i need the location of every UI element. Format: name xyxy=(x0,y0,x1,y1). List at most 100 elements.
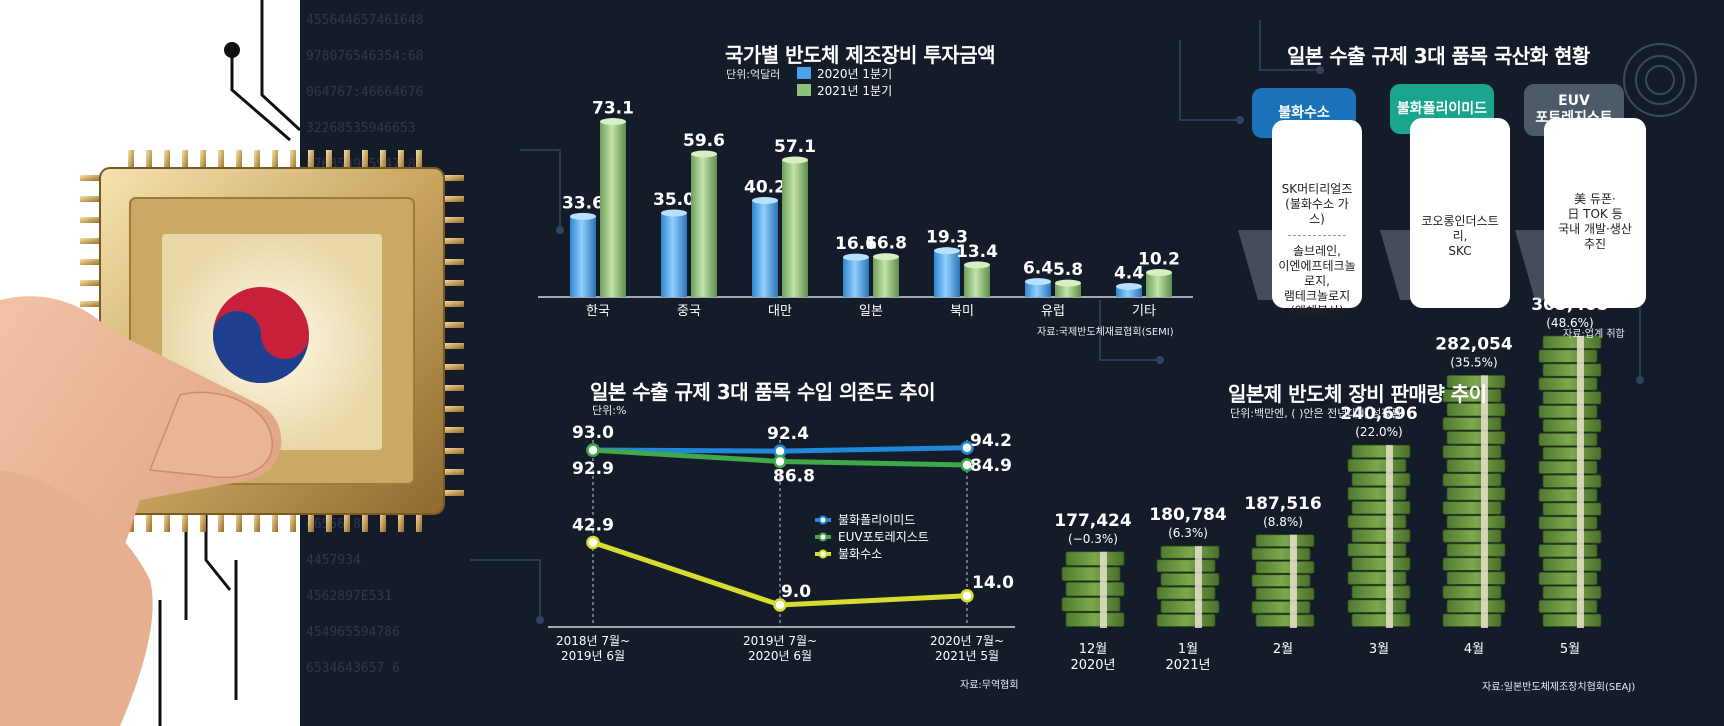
card-euv-line4: 추진 xyxy=(1583,237,1607,251)
localization-label-euv-line1: EUV xyxy=(1558,93,1590,109)
money-bundle xyxy=(1442,417,1502,431)
card-hf-line1: SK머티리얼즈 xyxy=(1281,182,1353,196)
bar-cap xyxy=(691,150,717,158)
money-bundle xyxy=(1347,515,1407,529)
money-category-label: 2021년 xyxy=(1165,658,1210,673)
bar xyxy=(934,250,960,297)
money-bundle xyxy=(1442,529,1502,543)
money-bundle xyxy=(1251,600,1311,614)
money-category-label: 5월 xyxy=(1560,642,1580,657)
money-bundle xyxy=(1442,445,1502,459)
bar-cap xyxy=(873,253,899,261)
bar-cap xyxy=(1146,269,1172,277)
line-value-label: 92.9 xyxy=(572,459,614,479)
money-bundle xyxy=(1061,597,1121,612)
money-bundle xyxy=(1538,599,1598,613)
bar-cap xyxy=(934,247,960,255)
bar-category-label: 중국 xyxy=(677,304,701,319)
money-band xyxy=(1385,445,1393,628)
line-legend-marker xyxy=(818,532,828,542)
localization-card-hf: SK머티리얼즈 (불화수소 가스) 솔브레인, 이엔에프테크놀로지, 램테크놀로… xyxy=(1272,120,1362,318)
money-bundle xyxy=(1351,444,1411,459)
money-bundle xyxy=(1156,613,1216,627)
bar-cap xyxy=(570,212,596,220)
bar-chart-source: 자료:국제반도체재료협회(SEMI) xyxy=(1037,327,1174,338)
money-bundle xyxy=(1351,613,1411,627)
money-value-label: 240,696 xyxy=(1340,404,1417,424)
money-value-label: 187,516 xyxy=(1244,494,1321,514)
bar xyxy=(782,159,808,297)
bar-value-label: 35.0 xyxy=(653,190,695,210)
chip-pin xyxy=(80,280,102,286)
line-point xyxy=(960,458,974,472)
bar-value-label: 19.3 xyxy=(926,228,968,248)
circuit-node xyxy=(1636,376,1644,384)
legend-swatch xyxy=(797,84,811,96)
money-bundle xyxy=(1160,573,1220,586)
bar xyxy=(1116,286,1142,297)
bar-category-label: 유럽 xyxy=(1041,304,1065,319)
circuit-trace xyxy=(1099,300,1160,361)
money-bundle xyxy=(1442,473,1502,487)
localization-label-fpi-text: 불화폴리이미드 xyxy=(1396,100,1488,117)
background-digits: 6534643657 6 xyxy=(306,661,400,676)
money-bundle xyxy=(1251,574,1311,587)
chip-pin xyxy=(308,150,314,172)
chip-pin xyxy=(80,238,102,244)
circuit-trace xyxy=(1179,40,1240,121)
bar-category-label: 일본 xyxy=(859,304,883,319)
money-bundle xyxy=(1538,460,1598,474)
background-digits: 454965594786 xyxy=(306,625,400,640)
bar-value-label: 10.2 xyxy=(1138,250,1180,270)
line-legend-label: EUV포토레지스트 xyxy=(838,530,929,544)
bar xyxy=(1055,283,1081,297)
bar-category-label: 북미 xyxy=(950,304,974,319)
bar-cap xyxy=(1055,279,1081,287)
bar xyxy=(1146,272,1172,297)
money-bundle xyxy=(1538,544,1598,558)
investment-bar-chart: 2020년 1분기 2021년 1분기 33.6 73.1 한국 35.0 59.6 중국 40… xyxy=(538,67,1193,319)
money-bundle xyxy=(1538,571,1598,586)
money-bundle xyxy=(1351,585,1411,599)
money-bundle xyxy=(1351,472,1411,487)
circuit-node xyxy=(1156,356,1164,364)
chip-pin xyxy=(80,259,102,265)
chip-pin xyxy=(290,510,296,532)
money-bundle xyxy=(1542,419,1602,433)
money-chart-unit: 단위:백만엔, ( )안은 전년대비 성장률 xyxy=(1230,407,1402,420)
line-category-label: 2020년 7월~ xyxy=(930,634,1004,648)
money-bundle xyxy=(1065,581,1125,597)
bar-value-label: 73.1 xyxy=(592,99,634,119)
money-bundle xyxy=(1542,363,1602,377)
money-bundle xyxy=(1542,613,1602,627)
money-value-label: 282,054 xyxy=(1435,334,1513,354)
chip-pin xyxy=(80,217,102,223)
background-digits: 4457934 xyxy=(306,553,361,568)
circuit-line xyxy=(260,0,302,132)
chip-pin xyxy=(146,510,152,532)
money-category-label: 1월 xyxy=(1178,642,1198,657)
money-bundle xyxy=(1442,585,1502,599)
line-point xyxy=(960,589,974,603)
money-bundle xyxy=(1542,474,1602,488)
line-point xyxy=(586,443,600,457)
money-bundle xyxy=(1347,599,1407,613)
money-bundle xyxy=(1446,487,1506,501)
bar-chart-title: 국가별 반도체 제조장비 투자금액 xyxy=(725,43,996,67)
card-hf-line4: 이엔에프테크놀로지, xyxy=(1278,259,1356,288)
chip-pin xyxy=(326,510,332,532)
card-hf-line2: (불화수소 가스) xyxy=(1285,197,1349,226)
chip-pin xyxy=(442,301,464,307)
chip-pin xyxy=(236,510,242,532)
money-value-label: 180,784 xyxy=(1149,505,1227,525)
card-hf-line3: 솔브레인, xyxy=(1293,244,1341,258)
chip-pin xyxy=(442,238,464,244)
target-ring-icon xyxy=(1623,43,1697,117)
line-legend-label: 불화수소 xyxy=(838,547,882,561)
circuit-node xyxy=(536,616,544,624)
target-ring-icon xyxy=(1645,65,1675,95)
line-point xyxy=(960,441,974,455)
bar-value-label: 13.4 xyxy=(956,242,998,262)
chip-pin xyxy=(290,150,296,172)
money-band xyxy=(1289,534,1297,628)
